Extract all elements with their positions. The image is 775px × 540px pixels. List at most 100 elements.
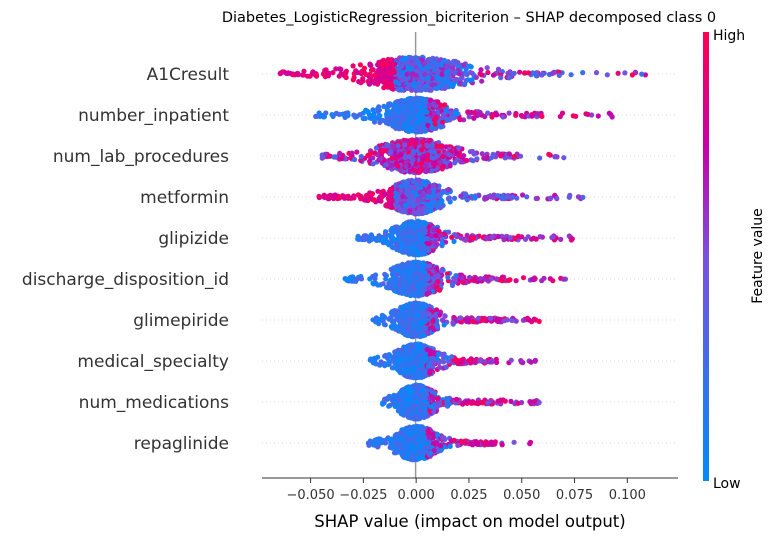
point-number_inpatient [431, 110, 437, 116]
point-A1Cresult [381, 85, 387, 91]
point-number_inpatient [377, 113, 383, 119]
point-A1Cresult [287, 70, 293, 76]
point-A1Cresult [450, 65, 456, 71]
point-A1Cresult [593, 70, 600, 76]
point-A1Cresult [498, 75, 504, 81]
point-A1Cresult [300, 72, 307, 78]
point-glipizide [414, 248, 420, 254]
point-number_inpatient [420, 108, 426, 115]
point-A1Cresult [320, 71, 326, 77]
point-metformin [395, 186, 401, 192]
point-metformin [514, 195, 520, 201]
point-A1Cresult [462, 81, 468, 87]
point-glipizide [405, 249, 411, 255]
point-A1Cresult [469, 70, 475, 76]
point-A1Cresult [422, 71, 428, 78]
point-A1Cresult [478, 72, 485, 78]
point-glipizide [470, 235, 477, 241]
point-A1Cresult [406, 65, 412, 72]
point-A1Cresult [419, 57, 425, 63]
point-number_inpatient [386, 101, 392, 107]
point-num_lab_procedures [414, 137, 420, 143]
point-number_inpatient [422, 99, 428, 105]
point-metformin [410, 203, 417, 209]
point-metformin [482, 195, 488, 202]
point-number_inpatient [400, 117, 406, 124]
point-metformin [421, 180, 428, 186]
point-A1Cresult [458, 75, 464, 82]
point-metformin [464, 197, 470, 203]
point-num_lab_procedures [398, 152, 404, 158]
point-glipizide [501, 237, 507, 243]
point-num_lab_procedures [339, 155, 345, 161]
point-A1Cresult [484, 65, 490, 71]
point-number_inpatient [417, 101, 423, 107]
point-A1Cresult [580, 70, 586, 76]
point-metformin [412, 210, 418, 216]
point-glipizide [389, 244, 395, 250]
point-glipizide [400, 223, 406, 229]
point-num_lab_procedures [511, 154, 517, 160]
point-metformin [567, 192, 573, 198]
point-A1Cresult [277, 70, 283, 76]
point-num_lab_procedures [389, 155, 395, 161]
point-A1Cresult [326, 70, 332, 76]
point-num_lab_procedures [447, 163, 453, 169]
point-num_lab_procedures [481, 155, 487, 161]
point-number_inpatient [443, 108, 449, 114]
point-num_lab_procedures [378, 156, 384, 162]
point-num_lab_procedures [506, 151, 512, 157]
point-metformin [426, 189, 432, 195]
point-metformin [364, 193, 370, 199]
point-number_inpatient [393, 105, 399, 112]
point-number_inpatient [375, 108, 381, 114]
point-metformin [420, 192, 426, 198]
point-A1Cresult [448, 82, 455, 89]
point-num_lab_procedures [358, 153, 364, 160]
point-A1Cresult [383, 73, 389, 79]
point-glipizide [463, 237, 469, 243]
point-num_lab_procedures [354, 149, 360, 155]
point-metformin [381, 192, 387, 198]
point-metformin [445, 196, 451, 202]
point-glipizide [537, 234, 543, 240]
point-glipizide [412, 232, 419, 239]
point-A1Cresult [410, 71, 416, 77]
point-number_inpatient [394, 99, 401, 105]
point-metformin [495, 193, 501, 199]
point-A1Cresult [422, 83, 428, 90]
point-num_lab_procedures [379, 150, 385, 156]
point-metformin [451, 195, 458, 201]
point-A1Cresult [363, 71, 369, 77]
point-number_inpatient [313, 113, 319, 119]
point-metformin [458, 193, 464, 199]
point-A1Cresult [473, 74, 479, 80]
point-A1Cresult [330, 70, 336, 76]
point-A1Cresult [351, 75, 357, 81]
point-A1Cresult [368, 62, 374, 68]
point-glipizide [449, 234, 455, 240]
point-num_lab_procedures [370, 155, 376, 161]
point-A1Cresult [396, 65, 402, 71]
point-glipizide [408, 221, 414, 227]
point-num_lab_procedures [319, 155, 325, 161]
point-metformin [400, 193, 406, 200]
point-number_inpatient [534, 111, 541, 117]
point-num_lab_procedures [395, 143, 401, 149]
point-metformin [332, 192, 338, 198]
point-glipizide [408, 245, 414, 251]
point-number_inpatient [609, 114, 615, 120]
point-num_lab_procedures [488, 155, 494, 161]
point-A1Cresult [374, 81, 381, 87]
point-number_inpatient [429, 124, 435, 130]
point-number_inpatient [390, 121, 396, 127]
point-metformin [414, 181, 420, 187]
point-number_inpatient [442, 102, 448, 108]
point-num_lab_procedures [373, 145, 379, 151]
point-A1Cresult [464, 72, 470, 78]
point-num_lab_procedures [332, 154, 338, 160]
point-num_lab_procedures [425, 157, 431, 163]
point-A1Cresult [438, 62, 444, 68]
point-number_inpatient [513, 112, 519, 118]
point-metformin [437, 205, 443, 211]
